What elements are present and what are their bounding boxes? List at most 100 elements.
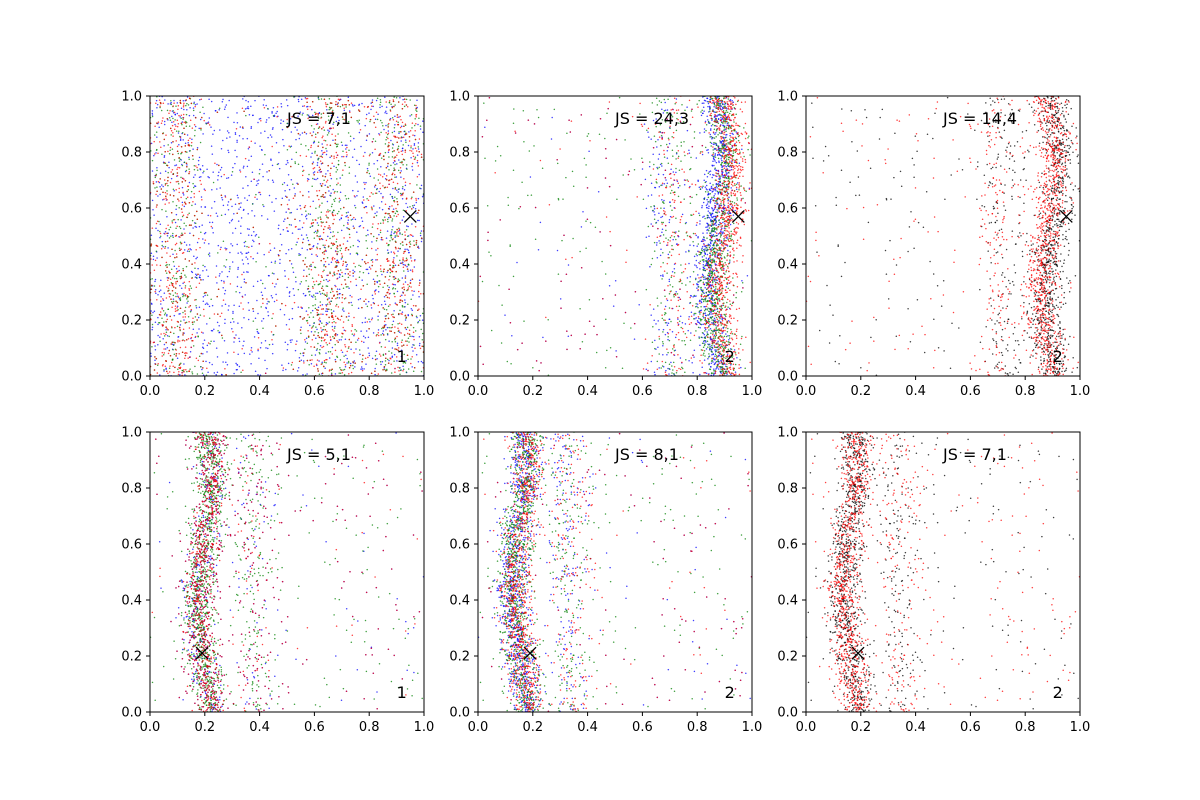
data-point: [195, 276, 198, 279]
data-point: [157, 152, 159, 155]
data-point: [391, 156, 394, 158]
data-point: [174, 243, 177, 246]
data-point: [316, 235, 318, 237]
data-point: [350, 330, 353, 332]
data-point: [661, 199, 663, 201]
data-point: [180, 320, 182, 322]
data-point: [271, 145, 273, 148]
data-point: [411, 290, 413, 292]
data-point: [333, 165, 335, 167]
data-point: [167, 176, 169, 179]
data-point: [370, 259, 373, 261]
data-point: [305, 319, 308, 322]
data-point: [387, 124, 389, 126]
data-point: [222, 98, 224, 101]
data-point: [709, 182, 711, 184]
data-point: [158, 126, 160, 128]
data-point: [416, 159, 419, 162]
data-point: [165, 341, 167, 344]
data-point: [374, 212, 376, 215]
data-point: [215, 212, 218, 214]
data-point: [187, 139, 190, 142]
data-point: [172, 105, 174, 107]
data-point: [387, 130, 390, 132]
data-point: [231, 205, 233, 208]
data-point: [295, 244, 297, 246]
data-point: [307, 313, 309, 316]
data-point: [328, 297, 330, 299]
data-point: [324, 260, 327, 263]
data-point: [373, 283, 376, 285]
data-point: [727, 335, 729, 337]
data-point: [701, 247, 703, 250]
data-point: [159, 172, 162, 174]
data-point: [316, 154, 318, 157]
data-point: [389, 117, 392, 120]
data-point: [168, 349, 171, 352]
data-point: [394, 212, 397, 215]
data-point: [208, 255, 211, 257]
data-point: [260, 306, 262, 308]
data-point: [330, 300, 333, 303]
data-point: [334, 343, 336, 346]
data-point: [358, 276, 361, 278]
data-point: [364, 183, 366, 185]
data-point: [359, 271, 361, 273]
data-point: [196, 319, 198, 321]
data-point: [383, 325, 386, 327]
data-point: [408, 285, 411, 287]
data-point: [383, 296, 386, 298]
data-point: [332, 127, 335, 129]
data-point: [156, 372, 159, 374]
data-point: [362, 354, 364, 357]
data-point: [184, 374, 186, 376]
data-point: [712, 374, 715, 376]
data-point: [240, 217, 243, 219]
data-point: [307, 213, 310, 215]
data-point: [380, 334, 382, 336]
data-point: [224, 247, 226, 249]
data-point: [201, 224, 203, 226]
data-point: [154, 125, 156, 127]
data-point: [155, 174, 157, 177]
data-point: [418, 150, 420, 153]
data-point: [418, 117, 420, 119]
data-point: [407, 314, 410, 317]
data-point: [239, 206, 242, 208]
data-point: [307, 105, 309, 108]
data-point: [183, 370, 185, 373]
data-point: [396, 189, 398, 191]
data-point: [341, 255, 344, 257]
data-point: [178, 144, 180, 146]
data-point: [402, 368, 405, 371]
data-point: [385, 309, 388, 311]
data-point: [239, 126, 242, 128]
data-point: [331, 116, 333, 119]
data-point: [386, 285, 389, 287]
data-point: [336, 273, 338, 275]
data-point: [245, 281, 247, 284]
data-point: [202, 352, 204, 355]
data-point: [320, 211, 323, 214]
data-point: [304, 263, 306, 266]
data-point: [336, 178, 338, 180]
data-point: [404, 181, 407, 183]
data-point: [243, 241, 246, 244]
data-point: [171, 343, 174, 345]
data-point: [388, 286, 390, 289]
data-point: [183, 241, 186, 244]
data-point: [417, 212, 419, 214]
data-point: [356, 339, 359, 341]
data-point: [343, 224, 345, 227]
data-point: [396, 148, 399, 151]
data-point: [303, 222, 305, 224]
data-point: [216, 371, 219, 373]
data-point: [364, 151, 366, 154]
data-point: [387, 126, 389, 128]
data-point: [336, 297, 339, 299]
data-point: [169, 146, 172, 149]
data-point: [398, 331, 401, 333]
data-point: [655, 244, 658, 246]
data-point: [178, 326, 181, 329]
data-point: [307, 330, 309, 332]
